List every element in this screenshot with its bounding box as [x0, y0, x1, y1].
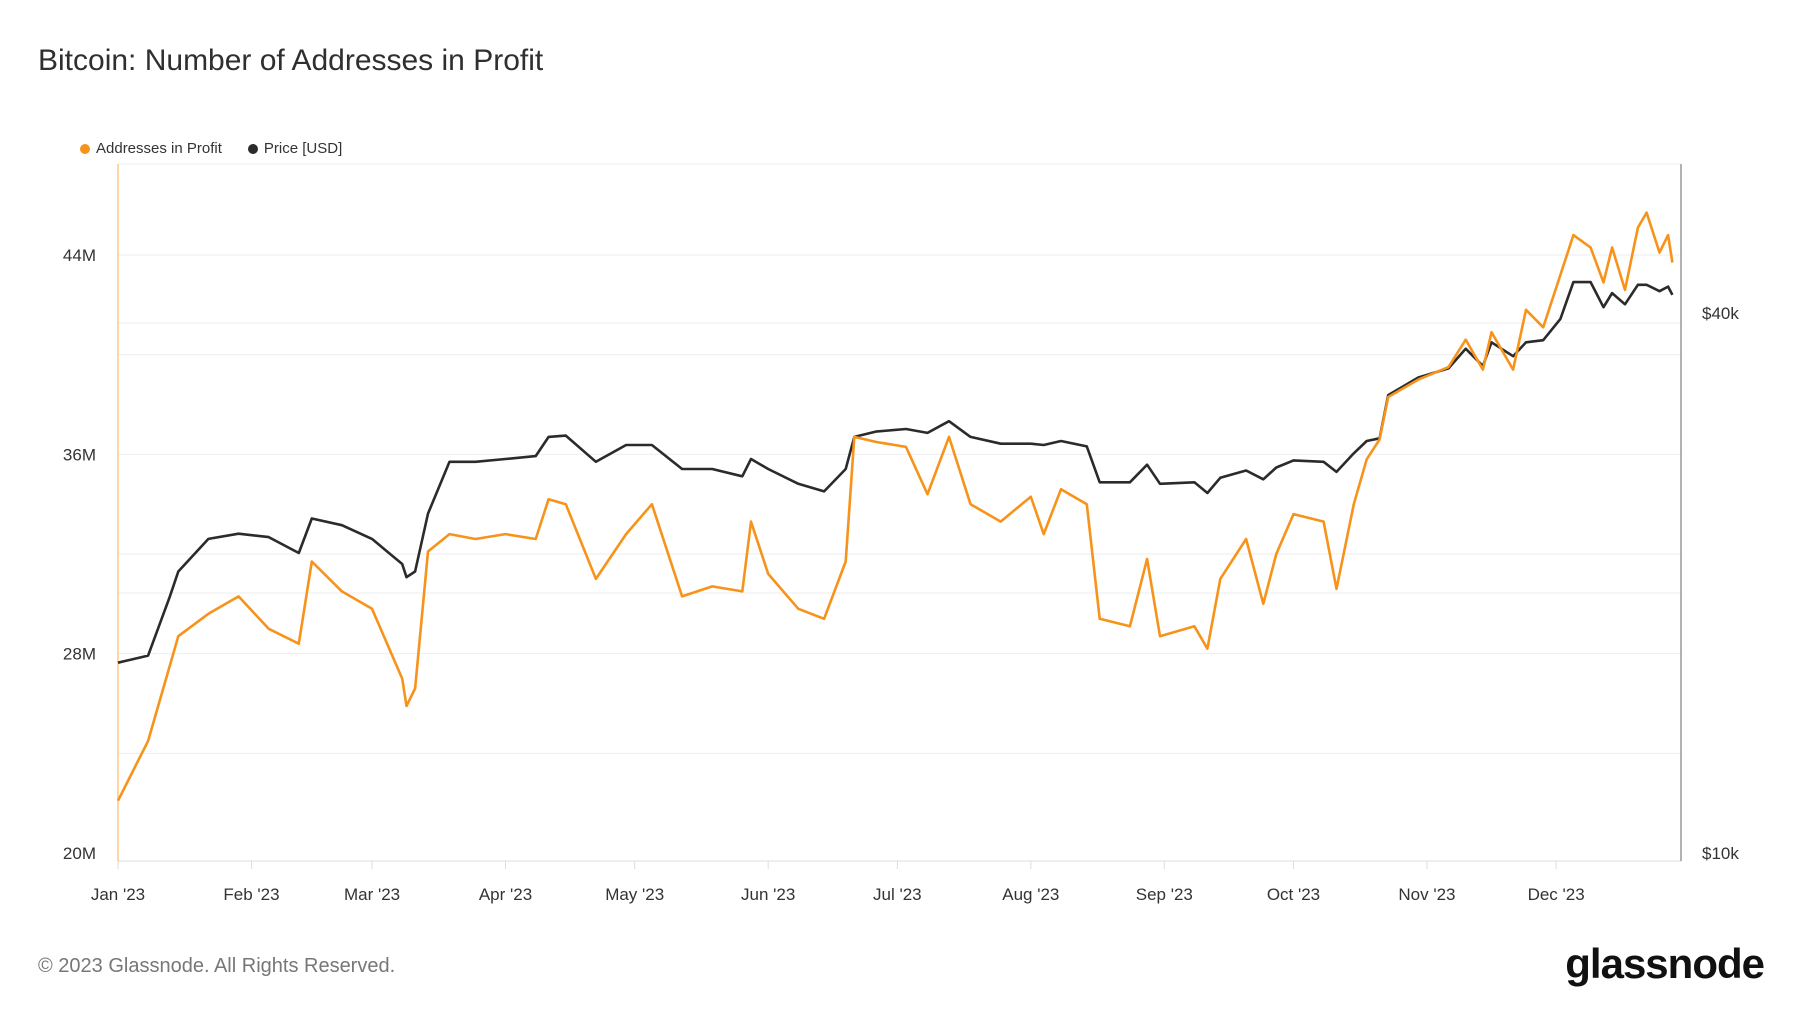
legend-label: Price [USD]	[263, 140, 343, 157]
x-tick-label: Jan '23	[91, 885, 145, 904]
legend-dot-black-icon	[247, 143, 258, 154]
chart-title: Bitcoin: Number of Addresses in Profit	[38, 44, 544, 77]
y-left-tick-label: 20M	[63, 844, 96, 863]
x-tick-label: Apr '23	[479, 885, 532, 904]
series-line-price-usd	[117, 280, 1674, 664]
x-tick-label: Sep '23	[1136, 885, 1193, 904]
x-tick-label: Mar '23	[344, 885, 400, 904]
legend-item-price[interactable]: Price [USD]	[247, 140, 343, 157]
x-tick-label: Jul '23	[873, 885, 922, 904]
x-tick-label: Oct '23	[1267, 885, 1320, 904]
x-tick-label: Nov '23	[1398, 885, 1455, 904]
x-tick-label: Jun '23	[741, 885, 795, 904]
y-right-tick-label: $40k	[1702, 304, 1739, 323]
glassnode-logo: glassnode	[1565, 940, 1765, 987]
y-left-tick-label: 28M	[63, 645, 96, 664]
legend-item-addresses[interactable]: Addresses in Profit	[80, 140, 222, 157]
x-tick-label: Dec '23	[1528, 885, 1585, 904]
x-tick-label: May '23	[605, 885, 664, 904]
y-left-tick-label: 36M	[63, 445, 96, 464]
y-right-tick-label: $10k	[1702, 844, 1739, 863]
copyright: © 2023 Glassnode. All Rights Reserved.	[38, 955, 396, 977]
y-left-tick-label: 44M	[63, 246, 96, 265]
legend-label: Addresses in Profit	[96, 140, 222, 157]
legend: Addresses in Profit Price [USD]	[80, 140, 342, 157]
series-line-addresses-in-profit	[116, 211, 1674, 802]
x-tick-label: Aug '23	[1002, 885, 1059, 904]
x-tick-label: Feb '23	[223, 885, 279, 904]
legend-dot-orange-icon	[80, 143, 90, 154]
